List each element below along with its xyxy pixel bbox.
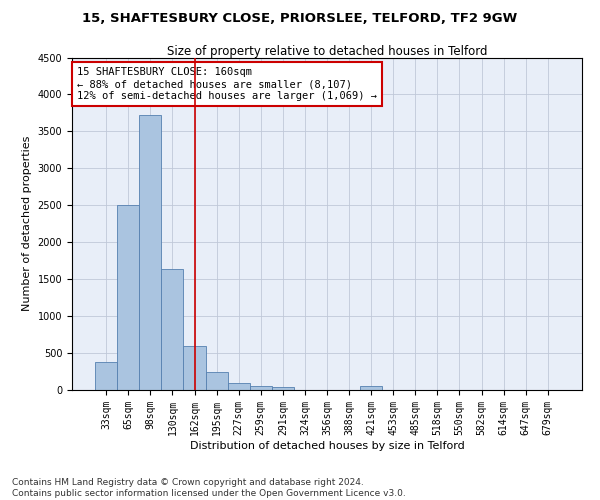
Text: Contains HM Land Registry data © Crown copyright and database right 2024.
Contai: Contains HM Land Registry data © Crown c… <box>12 478 406 498</box>
Text: 15 SHAFTESBURY CLOSE: 160sqm
← 88% of detached houses are smaller (8,107)
12% of: 15 SHAFTESBURY CLOSE: 160sqm ← 88% of de… <box>77 68 377 100</box>
Bar <box>272 387 294 390</box>
Bar <box>95 362 117 390</box>
Title: Size of property relative to detached houses in Telford: Size of property relative to detached ho… <box>167 44 487 58</box>
X-axis label: Distribution of detached houses by size in Telford: Distribution of detached houses by size … <box>190 440 464 450</box>
Bar <box>139 115 161 390</box>
Bar <box>184 346 206 390</box>
Bar <box>360 386 382 390</box>
Bar <box>250 386 272 390</box>
Y-axis label: Number of detached properties: Number of detached properties <box>22 136 32 312</box>
Bar <box>161 269 184 390</box>
Bar <box>227 382 250 390</box>
Bar <box>117 206 139 390</box>
Bar <box>206 372 227 390</box>
Text: 15, SHAFTESBURY CLOSE, PRIORSLEE, TELFORD, TF2 9GW: 15, SHAFTESBURY CLOSE, PRIORSLEE, TELFOR… <box>82 12 518 26</box>
